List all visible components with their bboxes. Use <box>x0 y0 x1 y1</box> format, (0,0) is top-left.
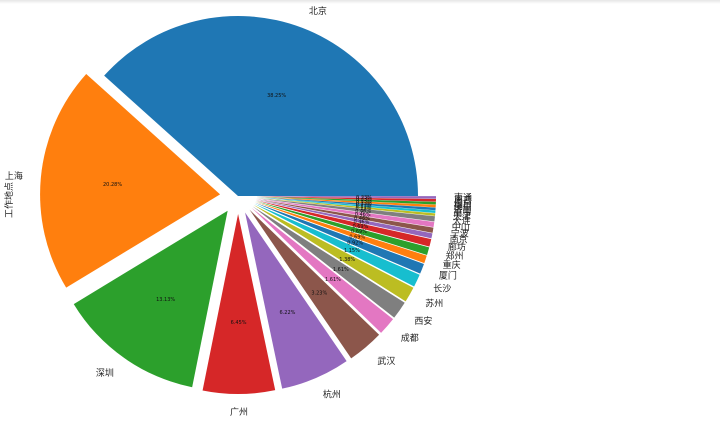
slice-percent-label-18: 0.46% <box>355 209 371 215</box>
slice-percent-label-24: 0.23% <box>356 197 372 203</box>
pie-slice-22 <box>255 196 436 208</box>
slice-category-label-25: 南通 <box>454 192 472 204</box>
slice-percent-label-23: 0.23% <box>356 199 372 205</box>
y-axis-label: 工作地点 <box>3 182 15 218</box>
slice-percent-label-5: 6.22% <box>280 310 296 316</box>
slice-percent-label-14: 0.69% <box>352 224 368 230</box>
slice-percent-label-12: 0.69% <box>349 234 365 240</box>
pie-slice-10 <box>254 203 420 287</box>
pie-slice-2 <box>40 73 221 288</box>
slice-percent-label-21: 0.23% <box>356 202 372 208</box>
slice-category-label-19: 天津 <box>453 211 471 222</box>
slice-percent-label-22: 0.23% <box>356 200 372 206</box>
slice-percent-label-11: 0.92% <box>347 240 363 246</box>
slice-category-label-5: 杭州 <box>323 389 341 401</box>
pie-slice-18 <box>255 198 435 222</box>
slice-category-label-7: 成都 <box>401 332 419 344</box>
pie-slice-1 <box>104 16 419 196</box>
pie-slice-23 <box>255 196 436 205</box>
slice-category-label-6: 武汉 <box>377 355 395 367</box>
slice-percent-label-4: 6.45% <box>231 320 247 326</box>
slice-category-label-1: 北京 <box>309 5 327 17</box>
slice-category-label-3: 深圳 <box>96 368 114 379</box>
pie-slice-21 <box>255 197 436 211</box>
pie-slice-4 <box>202 213 276 394</box>
slice-category-label-4: 广州 <box>230 406 248 418</box>
slice-category-label-24: 南昌 <box>454 195 472 207</box>
slice-percent-label-7: 1.61% <box>325 277 341 283</box>
slice-category-label-18: 大连 <box>453 215 471 227</box>
slice-category-label-2: 上海 <box>5 170 23 182</box>
pie-slice-25 <box>255 196 436 199</box>
pie-slice-17 <box>255 198 435 228</box>
slice-category-label-20: 南宁 <box>453 207 471 219</box>
slice-percent-label-17: 0.46% <box>355 212 371 218</box>
slice-percent-label-1: 38.25% <box>267 93 286 99</box>
slice-percent-label-25: 0.23% <box>356 195 372 201</box>
slice-percent-label-20: 0.23% <box>356 204 372 210</box>
pie-slice-8 <box>252 206 405 318</box>
pie-labels: 北京 38.25% 上海 20.28% 深圳 13.13% 广州 6.45% 杭州 6.22% 武汉… <box>5 5 472 418</box>
slice-category-label-17: 中山 <box>452 221 470 233</box>
slice-percent-label-2: 20.28% <box>103 182 122 188</box>
slice-category-label-14: 廊坊 <box>448 241 466 253</box>
pie-slice-15 <box>255 199 433 239</box>
pie-slice-20 <box>255 197 436 214</box>
slice-category-label-16: 宁波 <box>451 227 469 239</box>
slice-category-label-23: 烟台 <box>454 198 472 210</box>
slice-category-label-13: 郑州 <box>445 250 463 262</box>
pie-slice-9 <box>253 204 414 302</box>
slice-percent-label-8: 1.61% <box>333 267 349 273</box>
pie-slice-12 <box>255 201 427 264</box>
slice-percent-label-15: 0.46% <box>353 219 369 225</box>
pie-slice-19 <box>255 197 436 216</box>
pie-slice-11 <box>254 202 424 274</box>
slice-percent-label-9: 1.38% <box>339 257 355 263</box>
slice-percent-label-6: 3.23% <box>311 290 327 296</box>
window-top-edge <box>0 0 720 4</box>
pie-slice-5 <box>245 212 347 389</box>
pie-slice-6 <box>249 209 380 359</box>
slice-percent-label-13: 0.69% <box>351 229 367 235</box>
slice-category-label-12: 重庆 <box>443 259 461 271</box>
slice-percent-label-3: 13.13% <box>156 297 175 303</box>
slice-category-label-15: 南京 <box>450 234 468 246</box>
slice-category-label-21: 济南 <box>454 204 472 216</box>
slice-category-label-22: 佛山 <box>454 201 472 213</box>
slice-percent-label-16: 0.46% <box>354 216 370 222</box>
slice-percent-label-10: 1.15% <box>344 248 360 254</box>
pie-slices <box>40 16 436 394</box>
slice-percent-label-19: 0.23% <box>355 206 371 212</box>
slice-category-label-11: 厦门 <box>439 269 457 281</box>
slice-category-label-8: 西安 <box>414 315 432 327</box>
pie-slice-3 <box>73 210 228 388</box>
slice-category-label-10: 长沙 <box>433 282 451 294</box>
slice-category-label-9: 苏州 <box>425 298 443 310</box>
pie-slice-16 <box>255 199 434 233</box>
pie-slice-14 <box>255 200 432 247</box>
pie-slice-7 <box>251 207 394 333</box>
pie-slice-24 <box>255 196 436 202</box>
pie-slice-13 <box>255 201 430 255</box>
